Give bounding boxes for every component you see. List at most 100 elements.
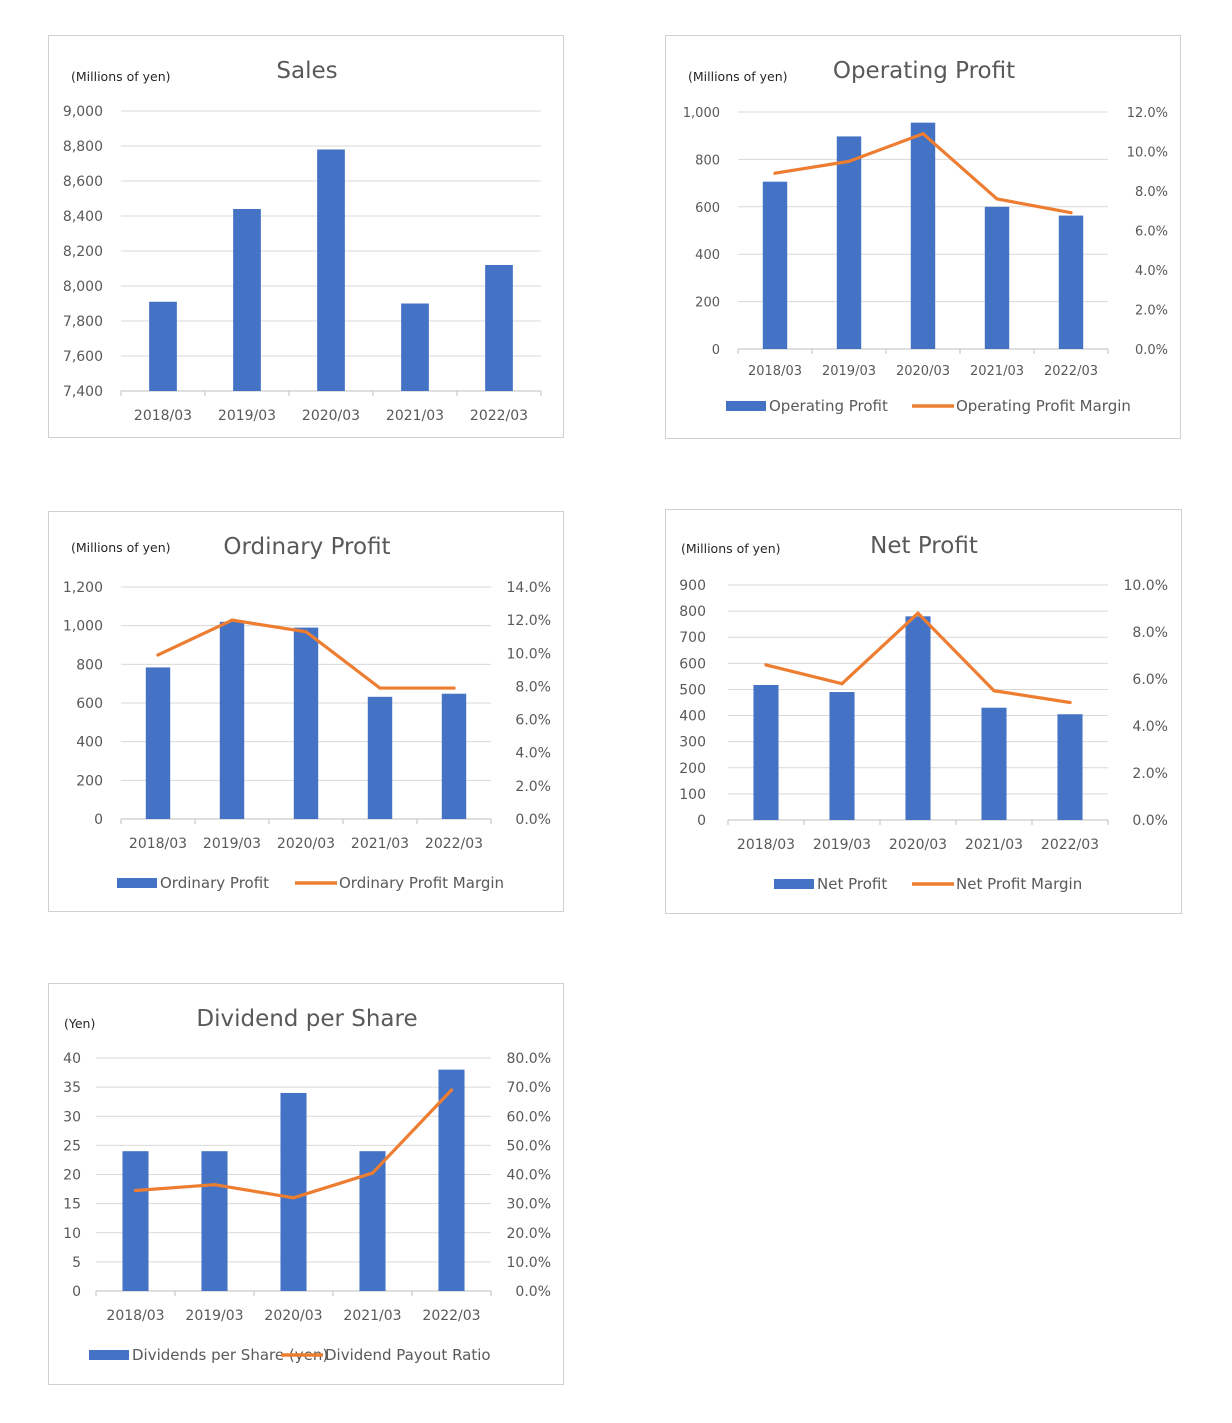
y2-tick-label: 0.0% <box>515 812 551 828</box>
y-tick-label: 8,200 <box>63 244 103 260</box>
unit-label: (Millions of yen) <box>681 541 781 556</box>
y2-tick-label: 8.0% <box>1132 625 1168 641</box>
y2-tick-label: 10.0% <box>1124 578 1168 594</box>
bar <box>485 265 513 391</box>
y2-tick-label: 12.0% <box>507 613 551 629</box>
y-tick-label: 9,000 <box>63 104 103 120</box>
x-tick-label: 2018/03 <box>106 1308 164 1324</box>
x-tick-label: 2022/03 <box>422 1308 480 1324</box>
line-point <box>449 1088 454 1092</box>
y-tick-label: 0 <box>712 343 720 358</box>
x-tick-label: 2021/03 <box>343 1308 401 1324</box>
bar <box>438 1069 465 1291</box>
line-point <box>378 686 382 690</box>
y2-tick-label: 8.0% <box>515 679 551 695</box>
unit-label: (Millions of yen) <box>71 540 171 555</box>
line-point <box>995 197 999 201</box>
x-tick-label: 2019/03 <box>218 408 276 424</box>
y2-tick-label: 40.0% <box>507 1168 551 1184</box>
legend-bar-swatch <box>726 401 766 411</box>
y-tick-label: 400 <box>695 248 720 263</box>
bar <box>905 616 931 820</box>
y2-tick-label: 60.0% <box>507 1109 551 1125</box>
line-point <box>992 689 996 693</box>
chart-panel-operating: Operating Profit (Millions of yen) 0 200 400… <box>665 35 1181 439</box>
y2-tick-label: 6.0% <box>515 713 551 729</box>
y2-tick-label: 6.0% <box>1135 225 1168 240</box>
bar <box>836 136 862 349</box>
bar <box>753 685 779 820</box>
bar <box>984 206 1010 349</box>
chart-panel-net: Net Profit (Millions of yen) 0 100 200 300 400… <box>665 509 1182 914</box>
ordinary-chart-svg: Ordinary Profit (Millions of yen) 0 200 400 6… <box>63 534 551 892</box>
y-tick-label: 200 <box>695 296 720 311</box>
y2-tick-label: 80.0% <box>507 1051 551 1067</box>
y-tick-label: 600 <box>76 696 103 712</box>
y-tick-label: 400 <box>76 735 103 751</box>
x-tick-label: 2021/03 <box>970 364 1024 379</box>
line-point <box>230 618 234 622</box>
x-tick-label: 2019/03 <box>822 364 876 379</box>
legend-bar-swatch <box>89 1350 129 1360</box>
y-tick-label: 700 <box>679 630 706 646</box>
y-tick-label: 25 <box>63 1138 81 1154</box>
y2-tick-label: 4.0% <box>1132 719 1168 735</box>
bar <box>829 692 855 820</box>
y-tick-label: 300 <box>679 735 706 751</box>
y-tick-label: 500 <box>679 682 706 698</box>
x-tick-label: 2018/03 <box>134 408 192 424</box>
y-tick-label: 800 <box>679 604 706 620</box>
y-tick-label: 900 <box>679 578 706 594</box>
y2-tick-label: 4.0% <box>1135 264 1168 279</box>
y2-tick-label: 0.0% <box>515 1284 551 1300</box>
chart-title: Ordinary Profit <box>223 534 390 560</box>
line-point <box>452 686 456 690</box>
chart-title: Net Profit <box>870 533 978 559</box>
chart-title: Operating Profit <box>833 58 1015 84</box>
y-tick-label: 800 <box>695 153 720 168</box>
y-tick-label: 8,000 <box>63 279 103 295</box>
y2-tick-label: 10.0% <box>507 646 551 662</box>
y-tick-label: 8,800 <box>63 139 103 155</box>
y-tick-label: 40 <box>63 1051 81 1067</box>
chart-title: Sales <box>276 58 337 84</box>
x-tick-label: 2018/03 <box>748 364 802 379</box>
y-tick-label: 7,800 <box>63 314 103 330</box>
x-tick-label: 2018/03 <box>129 836 187 852</box>
bar <box>280 1092 307 1291</box>
y2-tick-label: 50.0% <box>507 1138 551 1154</box>
y-tick-label: 200 <box>679 761 706 777</box>
y-tick-label: 0 <box>697 813 706 829</box>
bar <box>233 209 261 391</box>
x-tick-label: 2020/03 <box>302 408 360 424</box>
legend-label: Ordinary Profit <box>160 874 269 892</box>
legend-label: Operating Profit <box>769 397 888 415</box>
y-tick-label: 8,400 <box>63 209 103 225</box>
bar <box>367 696 393 819</box>
bar <box>149 301 177 391</box>
dividend-chart-svg: Dividend per Share (Yen) 0 5 10 15 20 25 30 35 40 0… <box>63 1006 551 1364</box>
y2-tick-label: 10.0% <box>1127 146 1168 161</box>
unit-label: (Yen) <box>64 1016 95 1031</box>
x-tick-label: 2022/03 <box>425 836 483 852</box>
y2-tick-label: 10.0% <box>507 1255 551 1271</box>
legend-label: Net Profit Margin <box>956 875 1082 893</box>
x-tick-label: 2019/03 <box>813 837 871 853</box>
chart-panel-ordinary: Ordinary Profit (Millions of yen) 0 200 400 6… <box>48 511 564 912</box>
bar <box>293 627 319 819</box>
net-chart-svg: Net Profit (Millions of yen) 0 100 200 300 400… <box>679 533 1168 893</box>
y-tick-label: 10 <box>63 1226 81 1242</box>
x-tick-label: 2021/03 <box>351 836 409 852</box>
legend-bar-swatch <box>774 879 814 889</box>
unit-label: (Millions of yen) <box>688 69 788 84</box>
bar <box>441 693 467 819</box>
y-tick-label: 400 <box>679 709 706 725</box>
y-tick-label: 1,000 <box>63 619 103 635</box>
legend-label: Operating Profit Margin <box>956 397 1131 415</box>
legend-label: Ordinary Profit Margin <box>339 874 504 892</box>
y-tick-label: 1,200 <box>63 580 103 596</box>
legend: Operating Profit Operating Profit Margin <box>726 397 1131 415</box>
line-point <box>370 1171 375 1175</box>
line-point <box>773 171 777 175</box>
legend-label: Dividends per Share (yen) <box>132 1346 328 1364</box>
